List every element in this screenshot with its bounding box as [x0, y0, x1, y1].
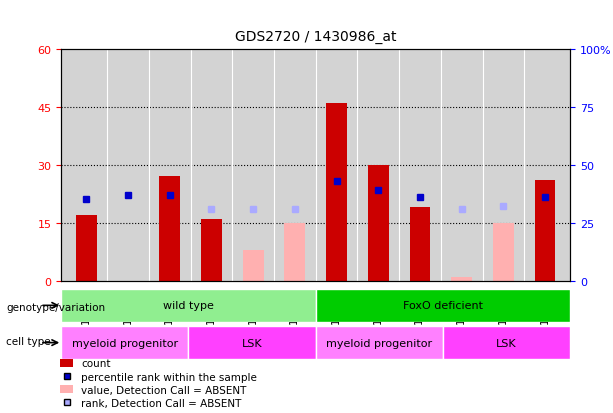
Bar: [243, 250, 264, 281]
FancyBboxPatch shape: [316, 326, 443, 359]
FancyBboxPatch shape: [443, 326, 570, 359]
Text: wild type: wild type: [163, 301, 214, 311]
Bar: [284, 223, 305, 281]
Bar: [201, 219, 222, 281]
Bar: [451, 277, 472, 281]
FancyBboxPatch shape: [189, 326, 316, 359]
Text: cell type: cell type: [6, 336, 51, 346]
FancyBboxPatch shape: [316, 289, 570, 322]
Text: LSK: LSK: [242, 338, 262, 348]
Legend: count, percentile rank within the sample, value, Detection Call = ABSENT, rank, : count, percentile rank within the sample…: [60, 358, 257, 408]
Text: genotype/variation: genotype/variation: [6, 303, 105, 313]
Bar: [159, 177, 180, 281]
FancyBboxPatch shape: [61, 326, 189, 359]
FancyBboxPatch shape: [61, 289, 316, 322]
Bar: [409, 208, 430, 281]
Title: GDS2720 / 1430986_at: GDS2720 / 1430986_at: [235, 31, 397, 44]
Bar: [76, 215, 97, 281]
Bar: [535, 180, 555, 281]
Bar: [326, 104, 347, 281]
Text: myeloid progenitor: myeloid progenitor: [326, 338, 432, 348]
Bar: [368, 165, 389, 281]
Bar: [493, 223, 514, 281]
Text: LSK: LSK: [496, 338, 517, 348]
Text: FoxO deficient: FoxO deficient: [403, 301, 483, 311]
Text: myeloid progenitor: myeloid progenitor: [72, 338, 178, 348]
